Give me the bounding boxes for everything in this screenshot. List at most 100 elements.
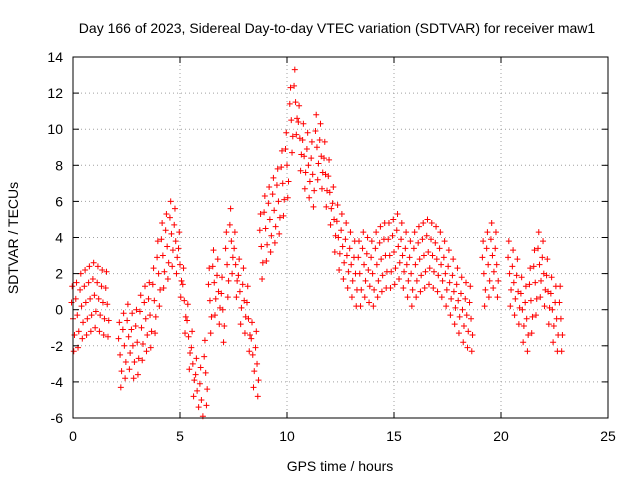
- y-tick-label: -6: [51, 410, 64, 426]
- data-points: [68, 66, 566, 420]
- data-point-marker: [220, 339, 227, 346]
- data-point-marker: [451, 321, 458, 328]
- data-point-marker: [195, 404, 202, 411]
- axes: 0 5 10 15 20 25 -6 -4 -2 0 2 4 6 8 10 12 14: [47, 49, 616, 444]
- data-point-marker: [535, 245, 542, 252]
- data-point-marker: [273, 182, 280, 189]
- data-point-marker: [463, 312, 470, 319]
- data-point-marker: [164, 276, 171, 283]
- data-point-marker: [510, 279, 517, 286]
- data-point-marker: [204, 386, 211, 393]
- data-point-marker: [177, 294, 184, 301]
- data-point-marker: [255, 377, 262, 384]
- data-point-marker: [136, 308, 143, 315]
- data-point-marker: [455, 297, 462, 304]
- data-point-marker: [154, 254, 161, 261]
- data-point-marker: [168, 230, 175, 237]
- data-point-marker: [235, 272, 242, 279]
- data-point-marker: [492, 245, 499, 252]
- data-point-marker: [420, 220, 427, 227]
- data-point-marker: [231, 245, 238, 252]
- data-point-marker: [117, 384, 124, 391]
- data-point-marker: [218, 290, 225, 297]
- data-point-marker: [101, 315, 108, 322]
- data-point-marker: [193, 355, 200, 362]
- data-point-marker: [340, 276, 347, 283]
- data-point-marker: [237, 321, 244, 328]
- data-point-marker: [347, 229, 354, 236]
- data-point-marker: [457, 290, 464, 297]
- data-point-marker: [125, 333, 132, 340]
- data-point-marker: [246, 331, 253, 338]
- data-point-marker: [344, 285, 351, 292]
- x-tick-label: 20: [493, 428, 509, 444]
- data-point-marker: [203, 402, 210, 409]
- data-point-marker: [248, 335, 255, 342]
- data-point-marker: [268, 232, 275, 239]
- data-point-marker: [88, 312, 95, 319]
- data-point-marker: [92, 324, 99, 331]
- data-point-marker: [537, 294, 544, 301]
- data-point-marker: [313, 144, 320, 151]
- data-point-marker: [119, 326, 126, 333]
- data-point-marker: [447, 312, 454, 319]
- data-point-marker: [81, 283, 88, 290]
- y-tick-label: 14: [47, 49, 63, 65]
- data-point-marker: [141, 299, 148, 306]
- data-point-marker: [139, 357, 146, 364]
- data-point-marker: [423, 232, 430, 239]
- data-point-marker: [326, 156, 333, 163]
- data-point-marker: [442, 270, 449, 277]
- data-point-marker: [223, 229, 230, 236]
- data-point-marker: [460, 339, 467, 346]
- data-point-marker: [519, 306, 526, 313]
- data-point-marker: [89, 276, 96, 283]
- grid: [73, 57, 608, 418]
- data-point-marker: [528, 330, 535, 337]
- data-point-marker: [559, 331, 566, 338]
- data-point-marker: [87, 328, 94, 335]
- data-point-marker: [530, 263, 537, 270]
- data-point-marker: [85, 279, 92, 286]
- data-point-marker: [433, 256, 440, 263]
- data-point-marker: [238, 304, 245, 311]
- data-point-marker: [189, 360, 196, 367]
- y-tick-label: -4: [51, 374, 64, 390]
- data-point-marker: [440, 254, 447, 261]
- data-point-marker: [276, 230, 283, 237]
- data-point-marker: [91, 292, 98, 299]
- data-point-marker: [366, 299, 373, 306]
- data-point-marker: [79, 335, 86, 342]
- data-point-marker: [145, 295, 152, 302]
- data-point-marker: [281, 196, 288, 203]
- data-point-marker: [315, 160, 322, 167]
- data-point-marker: [549, 306, 556, 313]
- data-point-marker: [117, 351, 124, 358]
- data-point-marker: [269, 191, 276, 198]
- data-point-marker: [544, 256, 551, 263]
- data-point-marker: [443, 286, 450, 293]
- data-point-marker: [289, 133, 296, 140]
- data-point-marker: [430, 285, 437, 292]
- data-point-marker: [94, 279, 101, 286]
- data-point-marker: [224, 261, 231, 268]
- data-point-marker: [391, 248, 397, 255]
- data-point-marker: [518, 274, 525, 281]
- data-point-marker: [90, 259, 97, 266]
- data-point-marker: [468, 348, 475, 355]
- data-point-marker: [469, 331, 476, 338]
- data-point-marker: [379, 272, 386, 279]
- data-point-marker: [449, 272, 456, 279]
- data-point-marker: [233, 294, 240, 301]
- data-point-marker: [507, 303, 514, 310]
- data-point-marker: [463, 279, 470, 286]
- data-point-marker: [402, 245, 409, 252]
- data-point-marker: [531, 247, 538, 254]
- data-point-marker: [83, 331, 90, 338]
- data-point-marker: [166, 214, 173, 221]
- data-point-marker: [131, 359, 138, 366]
- data-point-marker: [283, 129, 290, 136]
- data-point-marker: [128, 326, 135, 333]
- data-point-marker: [415, 239, 422, 246]
- y-tick-label: 4: [55, 230, 63, 246]
